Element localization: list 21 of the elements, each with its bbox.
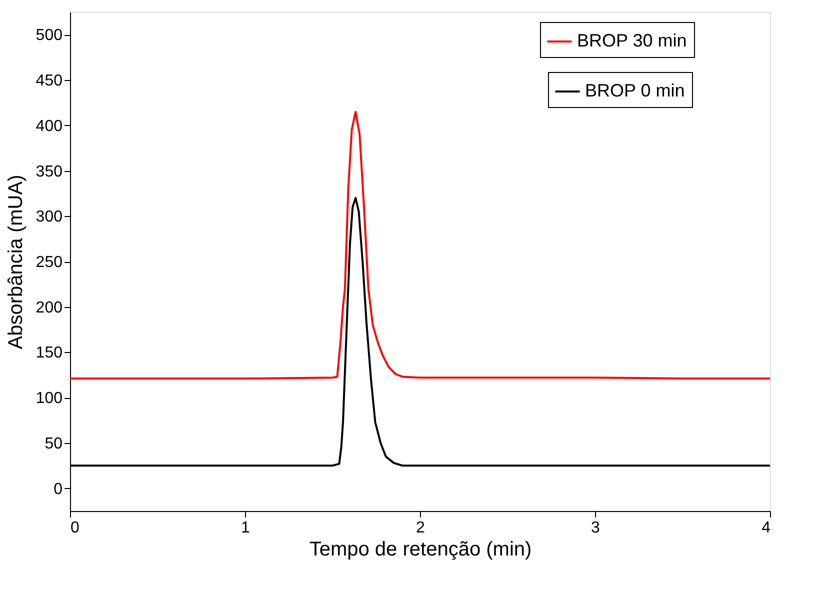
- y-tick-label: 150: [36, 344, 63, 362]
- y-tick-label: 200: [36, 299, 63, 316]
- x-tick-label: 1: [241, 520, 250, 536]
- y-tick-label: 100: [36, 390, 63, 408]
- x-tick-label: 3: [591, 520, 600, 536]
- y-tick-label: 0: [54, 480, 63, 498]
- x-tick-label: 2: [416, 520, 426, 536]
- y-tick-label: 250: [36, 254, 63, 271]
- line-series: [69, 110, 771, 380]
- y-axis-title: Absorbância (mUA): [4, 174, 27, 350]
- x-tick-label: 0: [70, 520, 80, 536]
- x-axis-title: Tempo de retenção (min): [309, 538, 532, 560]
- x-tick-label: 4: [762, 520, 771, 536]
- y-tick-label: 500: [36, 27, 63, 44]
- legend-label: BROP 0 min: [585, 80, 685, 100]
- y-tick-label: 50: [44, 435, 63, 452]
- y-tick-label: 400: [36, 118, 63, 135]
- y-tick-label: 350: [36, 163, 63, 180]
- y-tick-label: 300: [36, 208, 63, 226]
- y-tick-label: 450: [36, 72, 63, 90]
- legend-label: BROP 30 min: [577, 30, 687, 50]
